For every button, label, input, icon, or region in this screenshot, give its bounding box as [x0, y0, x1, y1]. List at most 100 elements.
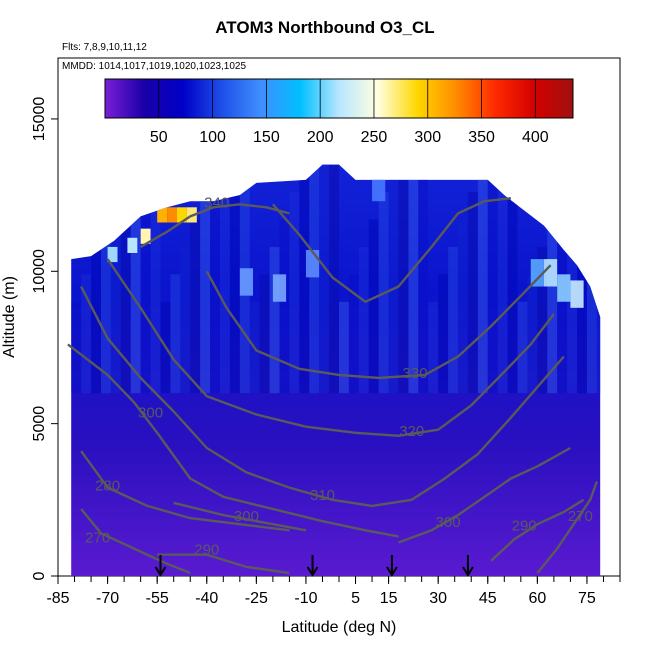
field-column — [140, 164, 151, 394]
y-axis: 0 5000 10000 15000 — [31, 97, 58, 580]
field-column — [289, 192, 300, 394]
field-column — [577, 164, 587, 394]
field-column — [487, 164, 498, 394]
field-column — [467, 192, 478, 394]
field-column — [527, 274, 538, 394]
field-column — [537, 246, 548, 394]
field-column — [130, 164, 141, 394]
field-column — [339, 301, 349, 394]
contour-lines: 270 270 280 290 290 300 300 300 310 320 330 340 — [67, 194, 599, 575]
field-patch — [570, 280, 584, 308]
field-patch — [305, 249, 320, 278]
field-column — [190, 219, 201, 394]
dates-label: MMDD: 1014,1017,1019,1020,1023,1025 — [62, 61, 247, 72]
profile-marker-arrowhead — [386, 566, 398, 577]
y-axis-label: Altitude (m) — [1, 276, 18, 358]
field-column — [596, 164, 601, 394]
contour-line — [80, 450, 290, 532]
field-hotspot — [177, 207, 187, 223]
profile-markers — [154, 555, 474, 577]
field-column — [71, 301, 82, 394]
contour-line — [173, 501, 307, 532]
contour-label: 310 — [310, 487, 335, 504]
x-tick-label: 60 — [528, 590, 546, 607]
field-column — [200, 192, 211, 394]
field-column — [309, 164, 320, 394]
field-column — [239, 164, 250, 394]
colorbar — [104, 78, 574, 119]
field-hotspot — [107, 246, 118, 263]
field-column — [91, 246, 101, 394]
contour-label: 340 — [204, 194, 229, 211]
colorbar-tick-label: 150 — [253, 129, 280, 146]
colorbar-tick-label: 400 — [522, 129, 549, 146]
field-column — [348, 274, 359, 394]
field-column — [438, 274, 449, 394]
profile-marker-arrowhead — [306, 566, 319, 577]
field-column — [219, 164, 230, 394]
contour-line — [140, 203, 290, 248]
contour-label: 330 — [403, 365, 428, 382]
x-tick-label: 75 — [578, 590, 596, 607]
field-column — [299, 164, 310, 394]
field-patch — [239, 268, 254, 296]
x-tick-label: 15 — [380, 590, 398, 607]
field-hotspot — [157, 207, 168, 223]
colorbar-tick-label: 350 — [468, 129, 495, 146]
y-tick-label: 5000 — [31, 406, 48, 442]
contour-line — [80, 508, 191, 575]
field-column — [458, 219, 468, 394]
contour-label: 290 — [194, 542, 219, 559]
contour-label: 270 — [85, 529, 110, 546]
field-column — [477, 164, 488, 394]
contour-line — [271, 197, 512, 303]
contour-label: 300 — [138, 405, 163, 422]
chart-title: ATOM3 Northbound O3_CL — [215, 18, 435, 37]
field-column — [269, 246, 280, 394]
x-axis-label: Latitude (deg N) — [282, 619, 397, 636]
contour-line — [398, 446, 571, 544]
contour-label: 290 — [512, 517, 537, 534]
field-patch — [530, 259, 544, 287]
field-column — [497, 164, 508, 394]
contour-label: 270 — [568, 508, 593, 525]
field-column — [408, 164, 419, 394]
contour-label: 300 — [234, 508, 259, 525]
contour-line — [80, 285, 565, 508]
y-tick-label: 10000 — [31, 249, 48, 294]
field-hotspot — [140, 228, 151, 244]
colorbar-ticks: 50 100 150 200 250 300 350 400 — [150, 79, 549, 146]
x-tick-label: -10 — [294, 590, 317, 607]
x-tick-label: -85 — [46, 590, 69, 607]
profile-marker-arrowhead — [462, 566, 474, 577]
field-column — [517, 301, 528, 394]
x-tick-label: -70 — [96, 590, 119, 607]
field-column — [170, 274, 181, 394]
contour-label: 280 — [95, 478, 120, 495]
field-column — [507, 164, 518, 394]
contour-line — [67, 343, 399, 538]
contour-line — [157, 553, 290, 575]
x-tick-label: -25 — [245, 590, 268, 607]
field-column — [229, 164, 240, 394]
field-column — [567, 164, 578, 394]
field-column — [448, 246, 458, 394]
field-column — [180, 246, 191, 394]
contour-line — [536, 481, 599, 574]
y-tick-label: 15000 — [31, 97, 48, 142]
contour-line — [205, 264, 552, 380]
field-patch — [272, 274, 287, 302]
field-column — [279, 219, 290, 394]
field-column — [210, 164, 220, 394]
field-column — [418, 164, 429, 394]
field-patch — [372, 173, 386, 202]
field-patch — [557, 274, 571, 302]
x-axis: -85 -70 -55 -40 -25 -10 5 15 30 45 60 75 — [46, 576, 621, 607]
contour-label: 320 — [399, 423, 424, 440]
field-column — [100, 219, 111, 394]
profile-marker-arrowhead — [154, 566, 167, 577]
contour-label: 300 — [436, 514, 461, 531]
field-column — [586, 164, 597, 394]
field-column — [319, 164, 330, 394]
contour-line — [490, 498, 585, 562]
